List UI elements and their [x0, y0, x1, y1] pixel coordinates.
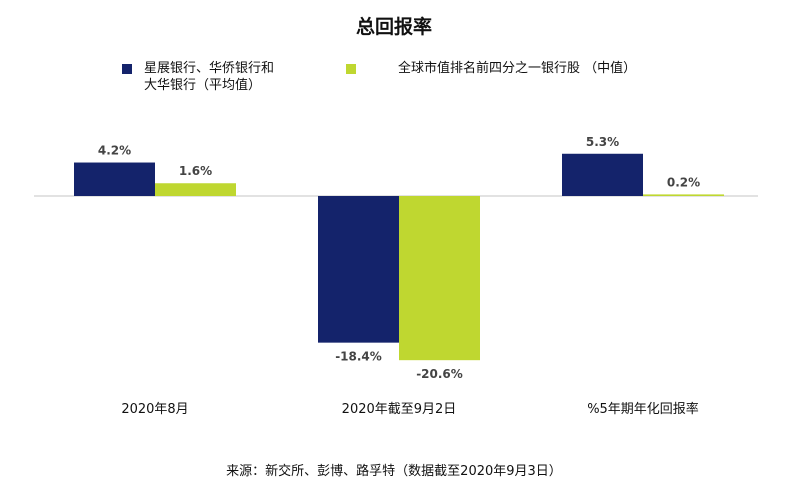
bar-series-1-2: [318, 196, 399, 343]
chart-title: 总回报率: [355, 16, 432, 38]
data-label-series-1-1: 4.2%: [98, 144, 131, 158]
bar-series-2-1: [155, 183, 236, 196]
bar-series-2-2: [399, 196, 480, 361]
category-label-2: 2020年截至9月2日: [342, 402, 457, 417]
data-label-series-1-3: 5.3%: [586, 135, 619, 149]
bar-series-2-3: [643, 194, 724, 196]
legend-label-series-1: 星展银行、华侨银行和 大华银行（平均值）: [144, 61, 275, 93]
legend-swatch-series-1: [122, 64, 132, 74]
bar-series-1-1: [74, 162, 155, 196]
category-label-1: 2020年8月: [121, 402, 188, 417]
bar-series-1-3: [562, 153, 643, 196]
data-label-series-2-1: 1.6%: [179, 164, 212, 178]
data-label-series-1-2: -18.4%: [335, 350, 382, 364]
source-note: 来源：新交所、彭博、路孚特（数据截至2020年9月3日）: [226, 464, 562, 479]
category-label-3: %5年期年化回报率: [587, 401, 699, 417]
data-label-series-2-2: -20.6%: [416, 367, 463, 381]
legend-series-1: 星展银行、华侨银行和 大华银行（平均值）: [122, 60, 274, 94]
legend-series-2: 全球市值排名前四分之一银行股 （中值）: [346, 60, 636, 77]
data-label-series-2-3: 0.2%: [667, 175, 700, 189]
legend-label-series-2: 全球市值排名前四分之一银行股 （中值）: [398, 61, 637, 76]
legend-swatch-series-2: [346, 64, 356, 74]
